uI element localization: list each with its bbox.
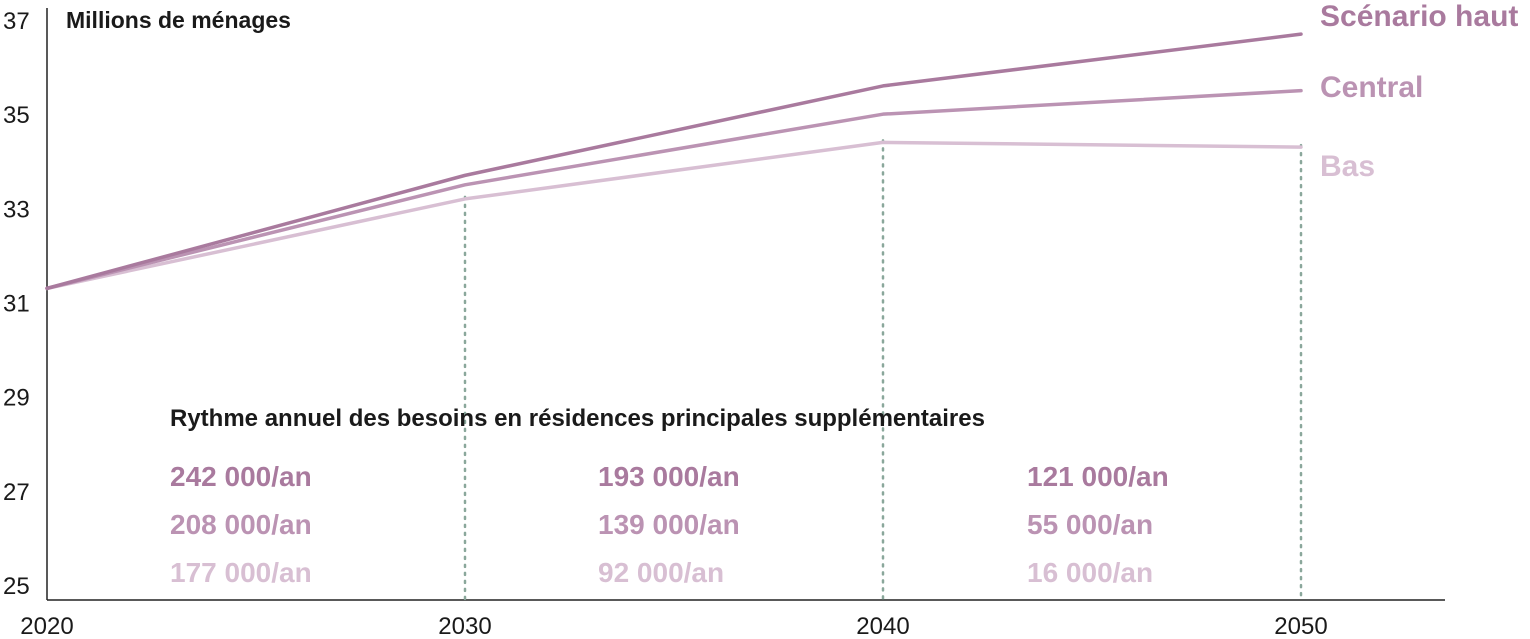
y-tick-label: 35 (3, 102, 30, 129)
annual-rate-value: 16 000/an (1027, 557, 1153, 588)
annual-rate-value: 121 000/an (1027, 461, 1169, 492)
y-tick-label: 27 (3, 479, 30, 506)
x-tick-label: 2040 (856, 613, 909, 639)
annual-rate-value: 242 000/an (170, 461, 312, 492)
y-tick-label: 31 (3, 291, 30, 318)
series-label: Central (1320, 71, 1423, 104)
y-tick-label: 33 (3, 196, 30, 223)
annual-rate-value: 92 000/an (598, 557, 724, 588)
series-label: Scénario haut (1320, 0, 1518, 33)
y-tick-label: 29 (3, 385, 30, 412)
series-labels: Scénario haut Central Bas (1320, 0, 1518, 183)
x-tick-labels: 2020 2030 2040 2050 (20, 613, 1327, 639)
annual-rate-value: 177 000/an (170, 557, 312, 588)
x-tick-label: 2050 (1274, 613, 1327, 639)
series-line (45, 32, 1303, 291)
y-tick-label: 37 (3, 8, 30, 35)
annual-rate-value: 208 000/an (170, 509, 312, 540)
annual-rate-value: 139 000/an (598, 509, 740, 540)
series-line (45, 140, 1303, 291)
x-tick-label: 2020 (20, 613, 73, 639)
y-tick-labels: 37 35 33 31 29 27 25 (3, 8, 30, 600)
x-tick-label: 2030 (438, 613, 491, 639)
annual-rates: 242 000/an 208 000/an 177 000/an 193 000/an… (170, 461, 1169, 588)
y-axis-label: Millions de ménages (66, 7, 291, 33)
annual-rate-value: 193 000/an (598, 461, 740, 492)
series-line (45, 88, 1303, 291)
vertical-guides (463, 139, 1303, 602)
y-tick-label: 25 (3, 573, 30, 600)
series-lines (45, 32, 1303, 291)
series-label: Bas (1320, 150, 1375, 183)
annual-rates-title: Rythme annuel des besoins en résidences … (170, 405, 985, 432)
annual-rate-value: 55 000/an (1027, 509, 1153, 540)
